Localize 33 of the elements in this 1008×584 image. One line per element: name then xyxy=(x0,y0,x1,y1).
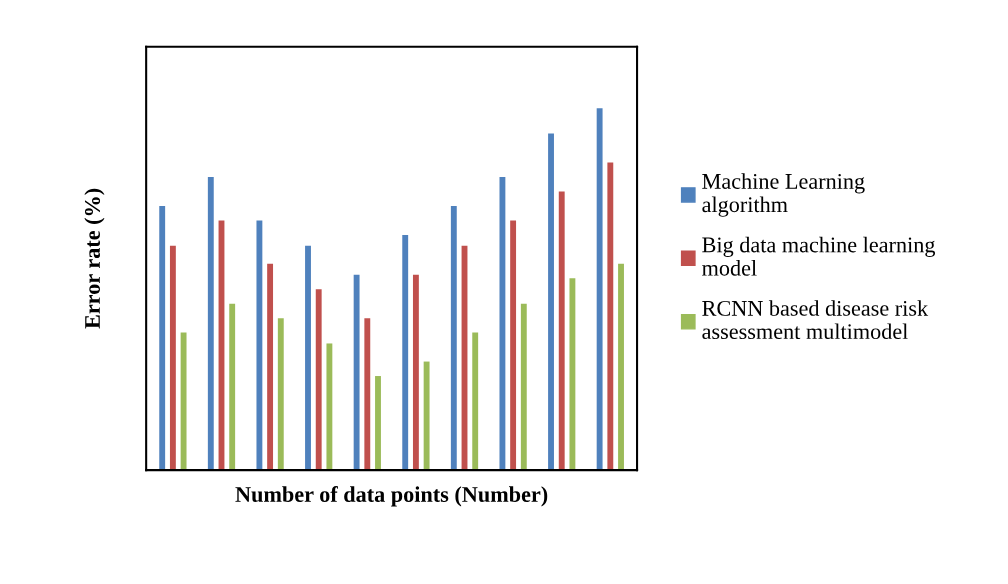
bar xyxy=(472,332,479,471)
bar xyxy=(510,220,517,471)
bar xyxy=(353,274,360,471)
legend-label: RCNN based disease risk assessment multimodel xyxy=(702,300,929,340)
legend-label: Machine Learning algorithm xyxy=(702,173,865,217)
bar xyxy=(364,318,371,471)
bar xyxy=(305,245,311,471)
bar xyxy=(229,303,236,471)
bar xyxy=(169,245,176,471)
bar xyxy=(569,278,576,471)
bar xyxy=(607,162,614,471)
bar xyxy=(596,108,603,471)
bar xyxy=(402,234,409,471)
legend-label: Big data machine learning model xyxy=(702,236,936,276)
y-axis-title: Error rate (%) xyxy=(84,188,105,329)
bar xyxy=(548,133,554,471)
bar xyxy=(423,361,430,471)
bar xyxy=(180,332,187,471)
bar xyxy=(207,177,214,471)
bar xyxy=(558,191,565,471)
bar xyxy=(450,205,457,471)
bar xyxy=(159,205,166,471)
x-axis-title: Number of data points (Number) xyxy=(235,486,548,507)
bar xyxy=(315,289,322,471)
bar xyxy=(520,303,527,471)
bar xyxy=(267,263,274,471)
bar xyxy=(499,177,506,471)
bar xyxy=(277,318,284,471)
bar xyxy=(375,376,381,471)
bar xyxy=(256,220,263,471)
bar xyxy=(618,263,624,471)
bar xyxy=(412,274,419,471)
bar xyxy=(326,343,333,471)
